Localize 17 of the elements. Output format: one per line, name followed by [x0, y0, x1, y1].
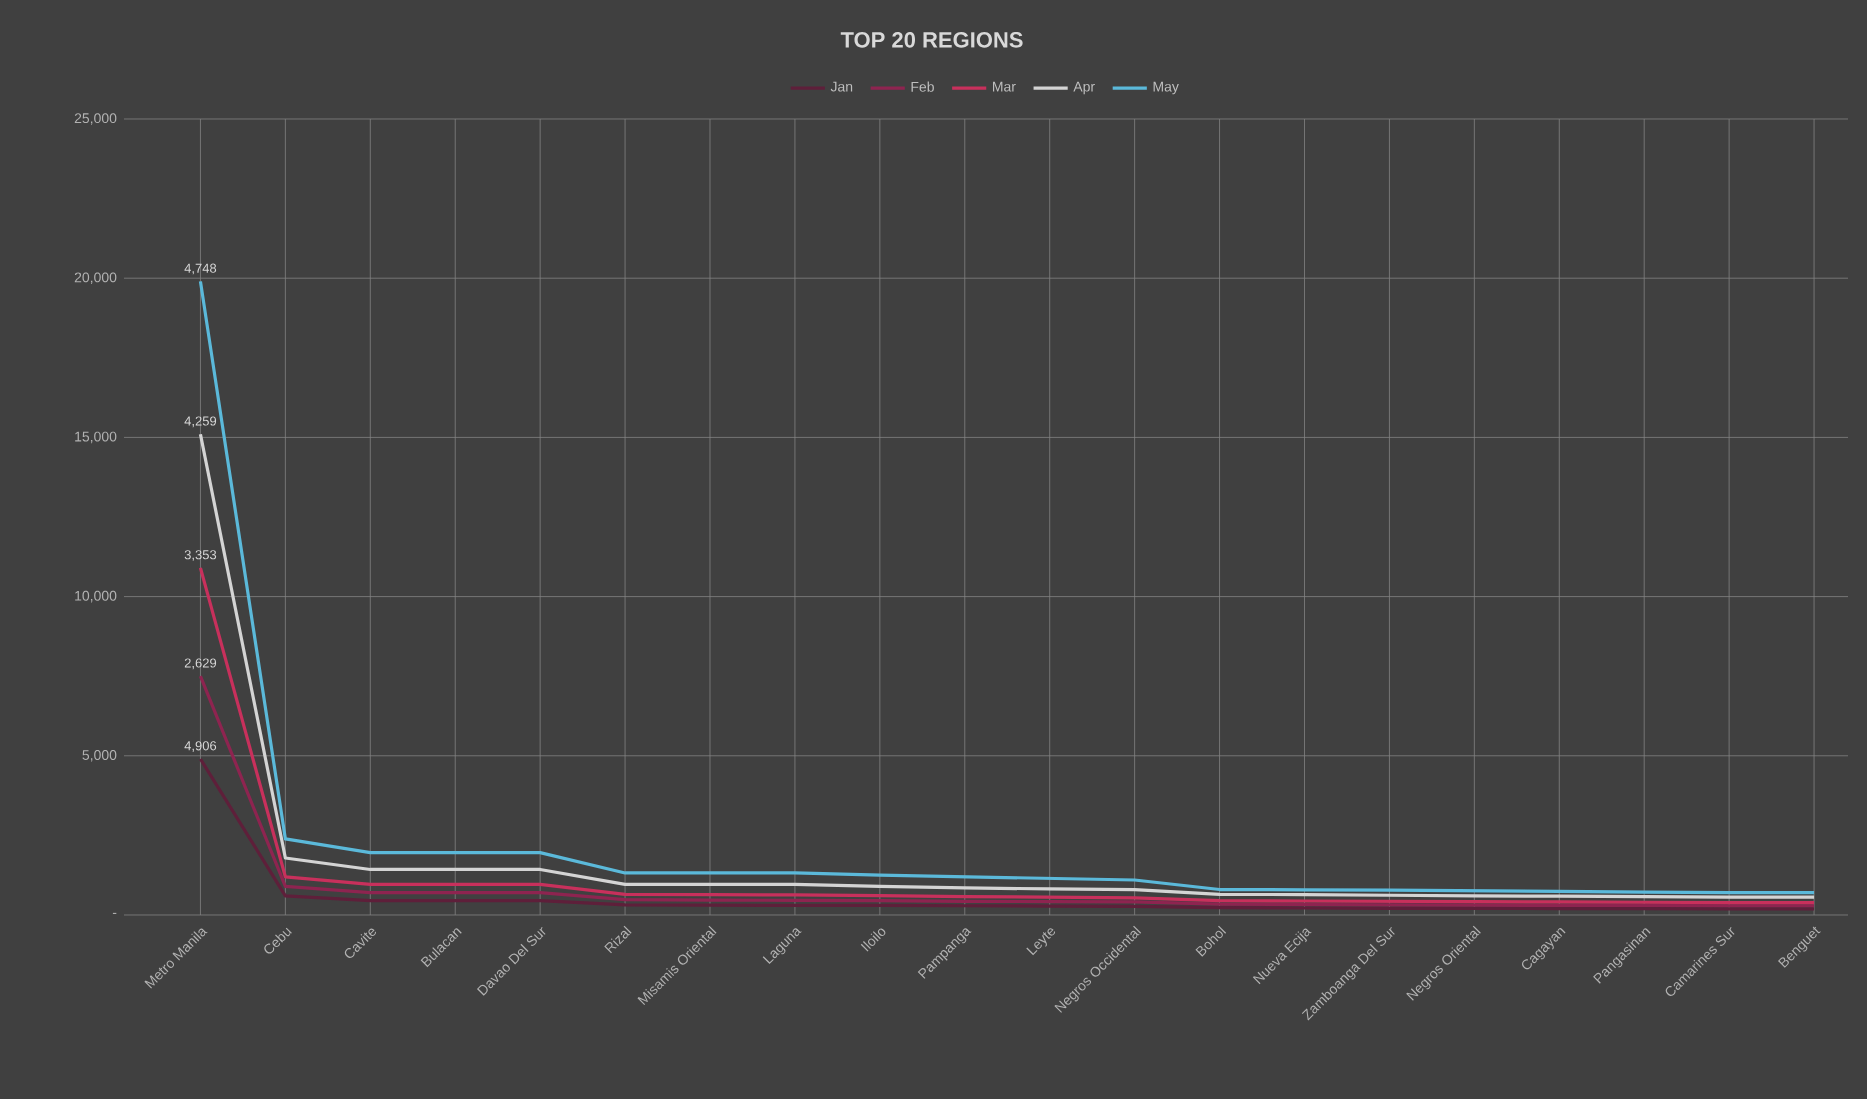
annotation: 4,906 — [184, 741, 217, 752]
annotation: 3,353 — [184, 550, 217, 561]
y-tick-label: 10,000 — [75, 590, 117, 603]
legend-label: May — [1153, 81, 1179, 95]
legend-label: Mar — [993, 81, 1016, 92]
legend-label: Jan — [830, 81, 853, 92]
y-tick-label: 25,000 — [74, 113, 117, 125]
annotation: 2,629 — [184, 658, 217, 670]
y-tick-label: 15,000 — [75, 431, 117, 444]
annotation: 4,259 — [184, 416, 217, 428]
y-tick-label: 20,000 — [74, 272, 117, 284]
legend-label: Apr — [1073, 81, 1095, 95]
y-tick-label: - — [112, 912, 117, 914]
legend-label: Feb — [911, 81, 934, 92]
annotation: 4,748 — [184, 263, 217, 275]
chart-title: TOP 20 REGIONS — [840, 32, 1023, 48]
y-tick-label: 5,000 — [82, 750, 117, 762]
